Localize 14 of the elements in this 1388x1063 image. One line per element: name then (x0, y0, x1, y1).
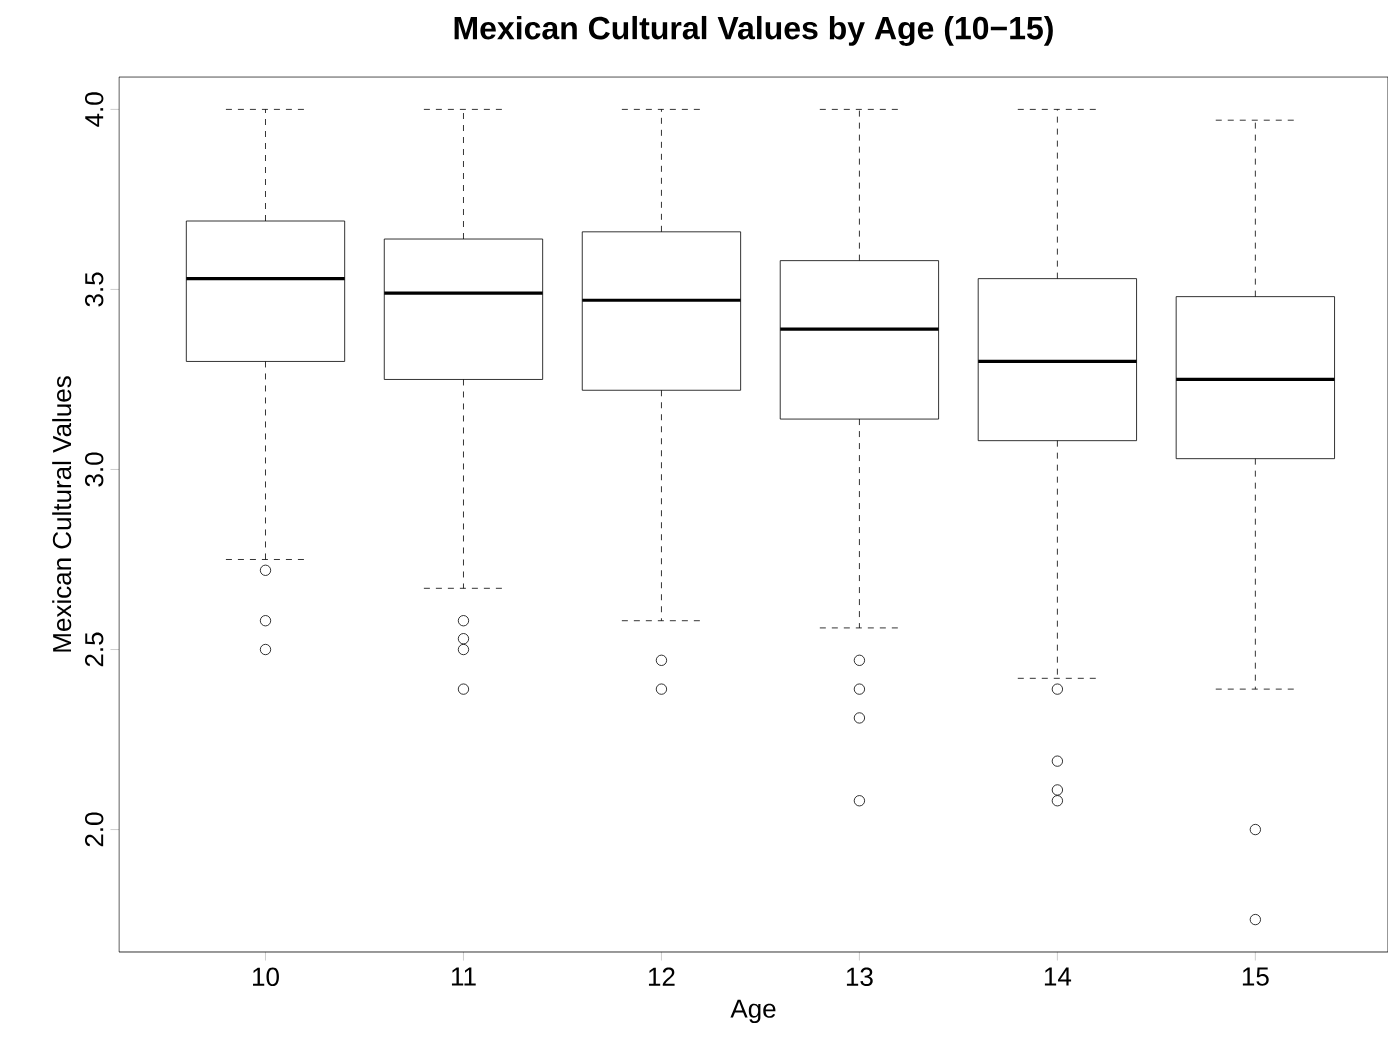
y-tick-label: 2.5 (84, 632, 104, 667)
x-tick-label: 15 (1242, 967, 1269, 986)
y-tick-label: 2.0 (84, 812, 104, 847)
y-tick-label: 3.0 (84, 452, 104, 487)
y-axis-title: Mexican Cultural Values (52, 376, 72, 652)
x-tick-label: 11 (451, 967, 476, 986)
x-tick-label: 13 (846, 967, 873, 986)
y-tick-label: 4.0 (84, 92, 104, 127)
x-axis-title: Age (730, 999, 776, 1024)
x-tick-label: 10 (253, 967, 279, 986)
x-tick-label: 14 (1044, 967, 1072, 986)
chart-title: Mexican Cultural Values by Age (10−15) (454, 15, 1053, 46)
x-tick-label: 12 (648, 967, 675, 986)
y-tick-label: 3.5 (84, 272, 104, 307)
